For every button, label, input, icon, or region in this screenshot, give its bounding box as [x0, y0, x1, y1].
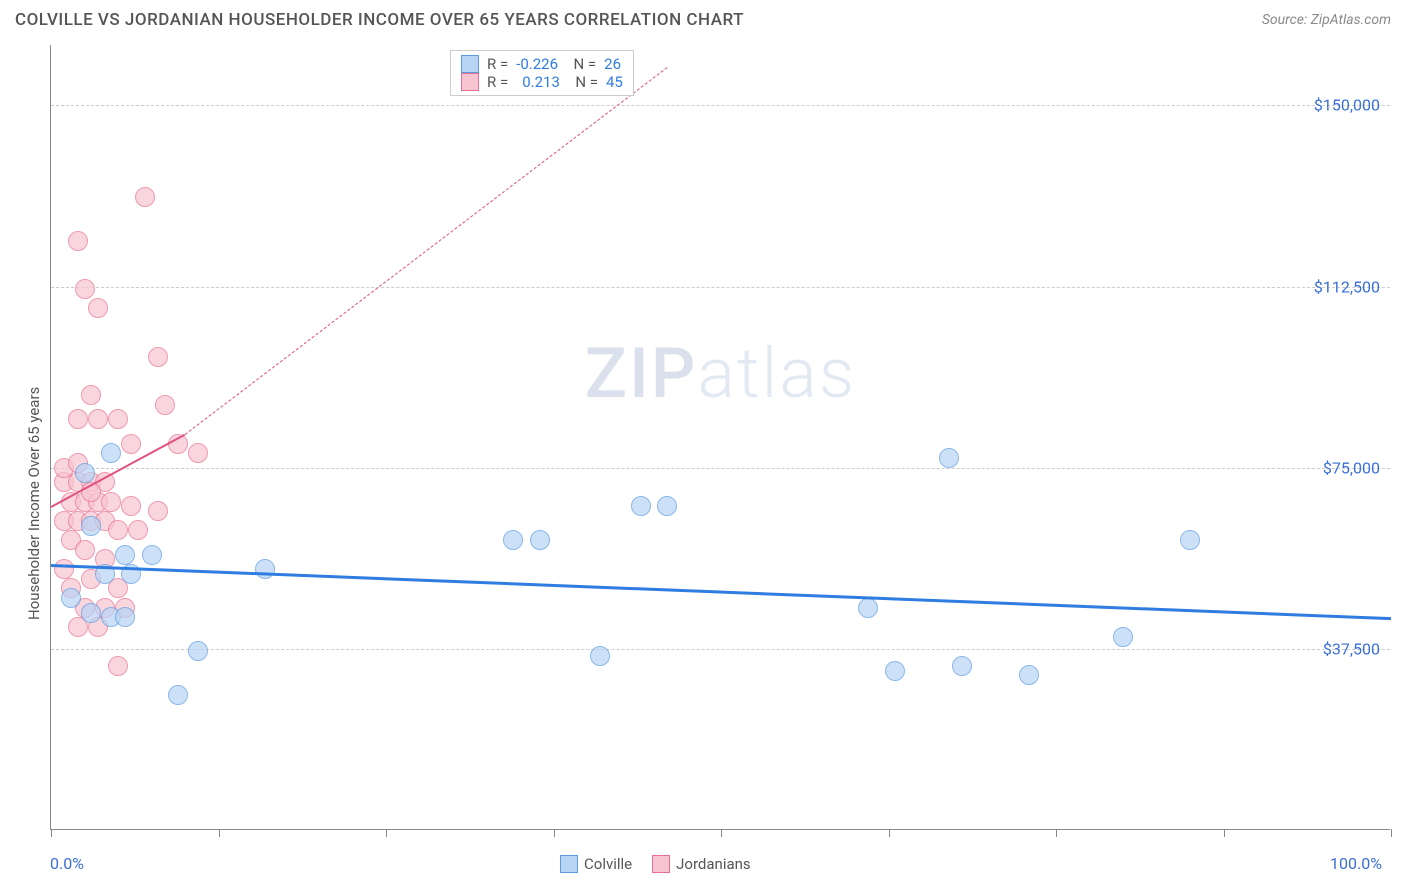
scatter-point-a — [1180, 530, 1200, 550]
x-tick — [889, 829, 890, 837]
y-tick-label: $37,500 — [1323, 639, 1380, 658]
x-tick — [1224, 829, 1225, 837]
watermark-bold: ZIP — [585, 333, 698, 415]
scatter-point-a — [61, 588, 81, 608]
scatter-point-b — [188, 443, 208, 463]
y-axis-title: Householder Income Over 65 years — [25, 387, 43, 620]
x-tick — [1056, 829, 1057, 837]
scatter-point-b — [68, 409, 88, 429]
stat-label: N = — [568, 73, 598, 91]
scatter-point-b — [101, 492, 121, 512]
scatter-point-a — [952, 656, 972, 676]
scatter-point-b — [121, 496, 141, 516]
stat-label: R = — [487, 55, 508, 73]
y-tick-label: $112,500 — [1314, 277, 1380, 296]
scatter-point-b — [121, 434, 141, 454]
scatter-point-b — [155, 395, 175, 415]
scatter-point-b — [88, 409, 108, 429]
chart-title: COLVILLE VS JORDANIAN HOUSEHOLDER INCOME… — [15, 10, 744, 30]
watermark: ZIPatlas — [585, 333, 857, 415]
scatter-point-a — [885, 661, 905, 681]
watermark-rest: atlas — [697, 333, 856, 415]
stats-row-b: R = 0.213 N = 45 — [461, 73, 623, 91]
scatter-point-a — [168, 685, 188, 705]
scatter-point-b — [148, 501, 168, 521]
scatter-point-b — [75, 279, 95, 299]
stat-n-b: 45 — [606, 73, 623, 91]
stat-label: N = — [566, 55, 596, 73]
scatter-point-a — [101, 443, 121, 463]
scatter-point-b — [135, 187, 155, 207]
scatter-point-a — [115, 607, 135, 627]
scatter-point-a — [75, 463, 95, 483]
legend-swatch-a — [560, 855, 578, 873]
scatter-point-a — [1113, 627, 1133, 647]
stat-label: R = — [487, 73, 508, 91]
scatter-point-a — [858, 598, 878, 618]
legend-item-a: Colville — [560, 855, 632, 873]
y-tick-label: $150,000 — [1314, 96, 1380, 115]
grid-line — [51, 649, 1390, 650]
legend-swatch-b — [652, 855, 670, 873]
scatter-point-a — [142, 545, 162, 565]
scatter-point-b — [81, 385, 101, 405]
scatter-point-a — [81, 603, 101, 623]
scatter-point-a — [590, 646, 610, 666]
scatter-point-a — [657, 496, 677, 516]
x-axis-label-min: 0.0% — [50, 854, 84, 873]
x-tick — [386, 829, 387, 837]
scatter-point-a — [503, 530, 523, 550]
plot-area: ZIPatlas $37,500 $75,000 $112,500 $150,000 — [50, 45, 1390, 830]
scatter-point-a — [81, 516, 101, 536]
grid-line — [51, 287, 1390, 288]
x-tick — [554, 829, 555, 837]
scatter-point-a — [530, 530, 550, 550]
scatter-point-b — [75, 540, 95, 560]
scatter-point-b — [68, 231, 88, 251]
stat-r-b: 0.213 — [516, 73, 560, 91]
stats-box: R = -0.226 N = 26 R = 0.213 N = 45 — [450, 50, 634, 96]
scatter-point-b — [88, 298, 108, 318]
x-tick — [721, 829, 722, 837]
swatch-b — [461, 73, 479, 91]
scatter-point-a — [255, 559, 275, 579]
scatter-point-b — [108, 409, 128, 429]
legend-label-b: Jordanians — [676, 855, 751, 873]
x-axis-label-max: 100.0% — [1330, 854, 1382, 873]
scatter-point-b — [108, 520, 128, 540]
scatter-point-a — [115, 545, 135, 565]
stat-n-a: 26 — [604, 55, 621, 73]
stats-row-a: R = -0.226 N = 26 — [461, 55, 623, 73]
regression-line — [185, 67, 668, 435]
swatch-a — [461, 55, 479, 73]
stat-r-a: -0.226 — [516, 55, 558, 73]
x-tick — [51, 829, 52, 837]
scatter-point-a — [631, 496, 651, 516]
title-bar: COLVILLE VS JORDANIAN HOUSEHOLDER INCOME… — [15, 10, 1391, 30]
legend: Colville Jordanians — [560, 855, 751, 873]
scatter-point-a — [188, 641, 208, 661]
y-tick-label: $75,000 — [1323, 458, 1380, 477]
regression-line — [51, 564, 1391, 620]
scatter-point-b — [54, 559, 74, 579]
scatter-point-b — [108, 656, 128, 676]
scatter-point-b — [128, 520, 148, 540]
grid-line — [51, 468, 1390, 469]
legend-item-b: Jordanians — [652, 855, 751, 873]
x-tick — [1391, 829, 1392, 837]
scatter-point-b — [148, 347, 168, 367]
scatter-point-a — [939, 448, 959, 468]
x-tick — [219, 829, 220, 837]
legend-label-a: Colville — [584, 855, 632, 873]
source-label: Source: ZipAtlas.com — [1262, 12, 1391, 28]
grid-line — [51, 105, 1390, 106]
scatter-point-a — [1019, 665, 1039, 685]
chart-container: COLVILLE VS JORDANIAN HOUSEHOLDER INCOME… — [0, 0, 1406, 892]
